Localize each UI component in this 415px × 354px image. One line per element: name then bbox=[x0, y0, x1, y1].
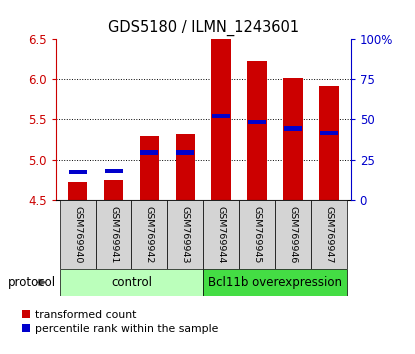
Bar bbox=[176, 134, 195, 200]
Bar bbox=[211, 39, 231, 200]
Text: GSM769942: GSM769942 bbox=[145, 206, 154, 263]
Bar bbox=[275, 200, 311, 269]
Bar bbox=[140, 150, 159, 155]
Title: GDS5180 / ILMN_1243601: GDS5180 / ILMN_1243601 bbox=[108, 20, 299, 36]
Text: control: control bbox=[111, 276, 152, 289]
Text: Bcl11b overexpression: Bcl11b overexpression bbox=[208, 276, 342, 289]
Text: GSM769941: GSM769941 bbox=[109, 206, 118, 263]
Bar bbox=[203, 269, 347, 296]
Bar bbox=[139, 136, 159, 200]
Bar bbox=[319, 86, 339, 200]
Text: GSM769947: GSM769947 bbox=[325, 206, 334, 263]
Bar bbox=[105, 169, 122, 173]
Bar bbox=[104, 180, 123, 200]
Bar bbox=[311, 200, 347, 269]
Bar bbox=[283, 78, 303, 200]
Text: GSM769946: GSM769946 bbox=[289, 206, 298, 263]
Text: GSM769940: GSM769940 bbox=[73, 206, 82, 263]
Bar bbox=[60, 200, 95, 269]
Bar bbox=[239, 200, 275, 269]
Bar bbox=[68, 182, 88, 200]
Text: GSM769945: GSM769945 bbox=[253, 206, 262, 263]
Bar bbox=[320, 131, 338, 135]
Bar bbox=[248, 120, 266, 124]
Legend: transformed count, percentile rank within the sample: transformed count, percentile rank withi… bbox=[22, 310, 218, 334]
Bar bbox=[203, 200, 239, 269]
Bar bbox=[132, 200, 167, 269]
Bar bbox=[176, 150, 194, 155]
Bar bbox=[95, 200, 132, 269]
Text: GSM769943: GSM769943 bbox=[181, 206, 190, 263]
Bar bbox=[284, 126, 302, 131]
Bar bbox=[247, 62, 267, 200]
Bar bbox=[212, 114, 230, 119]
Bar bbox=[60, 269, 203, 296]
Text: protocol: protocol bbox=[8, 276, 56, 289]
Text: GSM769944: GSM769944 bbox=[217, 206, 226, 263]
Bar bbox=[68, 170, 87, 174]
Bar bbox=[167, 200, 203, 269]
